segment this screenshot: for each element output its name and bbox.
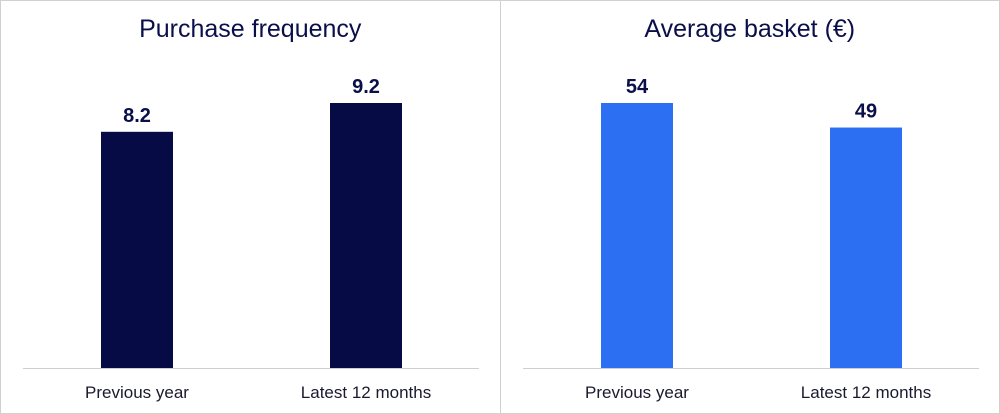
category-label: Previous year (585, 383, 689, 402)
chart-panel-average-basket: Average basket (€) 54 Previous year 49 Late… (499, 1, 1000, 413)
chart-title: Average basket (€) (644, 15, 856, 43)
category-label: Latest 12 months (301, 383, 431, 402)
data-label: 8.2 (123, 105, 151, 127)
bar-previous-year (101, 131, 173, 368)
category-label: Previous year (85, 383, 189, 402)
bar-previous-year (600, 103, 673, 368)
bar-chart-svg: 54 Previous year 49 Latest 12 months (522, 76, 979, 402)
data-label: 9.2 (352, 76, 380, 98)
data-label: 54 (625, 76, 648, 98)
chart-panel-purchase-frequency: Purchase frequency 8.2 Previous year 9.2 La… (1, 1, 500, 413)
chart-title: Purchase frequency (139, 15, 362, 43)
bar-chart-svg: 8.2 Previous year 9.2 Latest 12 months (23, 76, 479, 402)
bar-latest-12-months (829, 127, 902, 368)
category-label: Latest 12 months (800, 383, 930, 402)
bar-latest-12-months (330, 103, 402, 368)
data-label: 49 (854, 101, 876, 123)
